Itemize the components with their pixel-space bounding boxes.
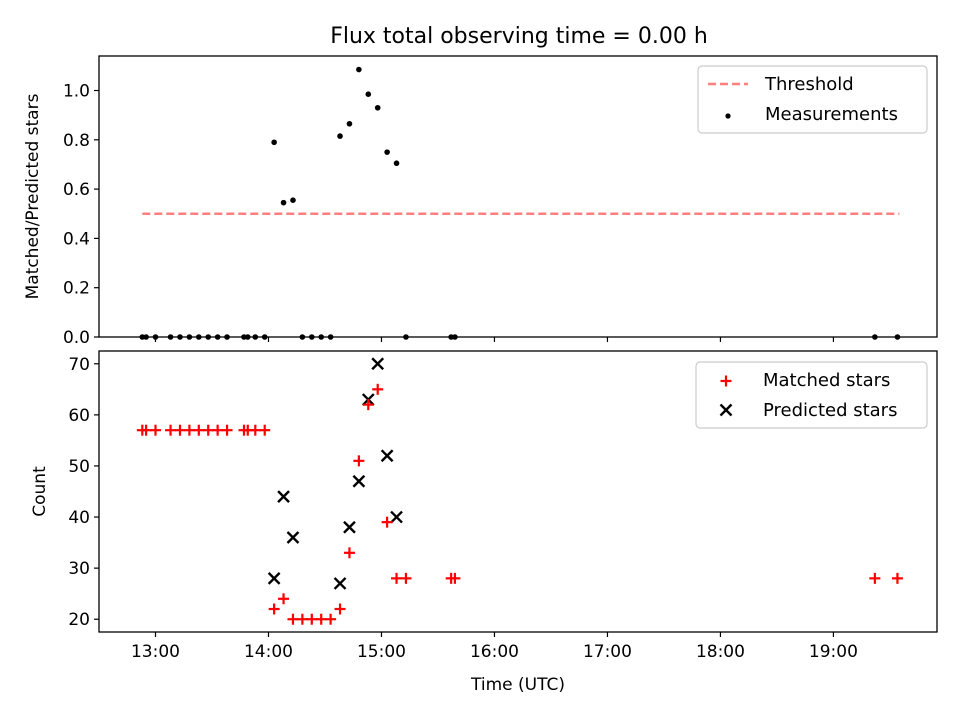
matched-point bbox=[381, 516, 393, 528]
top-y-tick-label: 0.0 bbox=[63, 328, 90, 348]
matched-point bbox=[334, 603, 346, 615]
matched-point bbox=[140, 424, 152, 436]
top-y-tick-label: 0.4 bbox=[63, 229, 90, 249]
top-y-ticks: 0.0 0.2 0.4 0.6 0.8 1.0 bbox=[63, 82, 99, 348]
matched-point bbox=[343, 547, 355, 559]
measurement-point bbox=[393, 160, 400, 167]
legend-measurements-label: Measurements bbox=[765, 104, 898, 125]
measurement-point bbox=[365, 91, 372, 98]
x-tick-label: 14:00 bbox=[244, 642, 293, 662]
bottom-y-tick-label: 20 bbox=[68, 610, 90, 630]
x-tick-label: 13:00 bbox=[131, 642, 180, 662]
matched-point bbox=[325, 613, 337, 625]
matched-point bbox=[278, 593, 290, 605]
matched-point bbox=[249, 424, 261, 436]
matched-point bbox=[212, 424, 224, 436]
matched-point bbox=[221, 424, 233, 436]
x-tick-label: 16:00 bbox=[470, 642, 519, 662]
predicted-point bbox=[286, 531, 300, 544]
measurement-point bbox=[337, 133, 343, 139]
bottom-y-tick-label: 40 bbox=[68, 508, 90, 528]
bottom-y-tick-label: 30 bbox=[68, 559, 90, 579]
predicted-point bbox=[380, 449, 394, 463]
bottom-plot-marks bbox=[136, 357, 903, 625]
matched-point bbox=[259, 424, 271, 436]
matched-point bbox=[268, 603, 280, 615]
legend-predicted-label: Predicted stars bbox=[763, 400, 897, 421]
x-tick-label: 17:00 bbox=[583, 642, 632, 662]
matched-point bbox=[372, 383, 384, 395]
measurement-point bbox=[356, 66, 362, 73]
legend-threshold-label: Threshold bbox=[764, 74, 854, 95]
matched-point bbox=[315, 613, 327, 625]
matched-point bbox=[391, 572, 403, 584]
matched-point bbox=[174, 424, 186, 436]
legend-plus-mark bbox=[720, 375, 732, 387]
matched-point bbox=[202, 424, 214, 436]
bottom-legend-box bbox=[695, 361, 928, 429]
matched-point bbox=[165, 424, 177, 436]
x-tick-label: 18:00 bbox=[696, 642, 745, 662]
top-legend: Threshold Measurements bbox=[697, 65, 928, 134]
predicted-point bbox=[390, 510, 403, 524]
bottom-y-tick-label: 70 bbox=[68, 355, 90, 375]
top-y-axis-label: Matched/Predicted stars bbox=[23, 93, 43, 299]
bottom-y-axis-label: Count bbox=[30, 466, 50, 517]
matched-point bbox=[306, 613, 318, 625]
bottom-x-ticks: 13:00 14:00 15:00 16:00 17:00 18:00 19:00 bbox=[131, 632, 858, 662]
matched-point bbox=[193, 424, 205, 436]
top-y-tick-label: 0.2 bbox=[63, 279, 90, 299]
matched-point bbox=[296, 613, 308, 625]
matched-point bbox=[449, 572, 461, 584]
matched-point bbox=[183, 424, 195, 436]
bottom-y-tick-label: 60 bbox=[68, 406, 90, 426]
measurement-point bbox=[346, 120, 353, 127]
x-tick-label: 19:00 bbox=[809, 642, 858, 662]
bottom-y-ticks: 20 30 40 50 60 70 bbox=[68, 355, 99, 630]
predicted-point bbox=[371, 357, 385, 371]
predicted-point bbox=[343, 520, 356, 534]
top-y-tick-label: 0.6 bbox=[63, 180, 90, 200]
bottom-y-tick-label: 50 bbox=[68, 457, 90, 477]
measurement-point bbox=[384, 149, 390, 155]
top-legend-box bbox=[697, 65, 928, 134]
top-y-tick-label: 1.0 bbox=[63, 82, 90, 102]
top-panel: 0.0 0.2 0.4 0.6 0.8 1.0 Matched/Predicted sta… bbox=[23, 55, 938, 348]
chart-title: Flux total observing time = 0.00 h bbox=[330, 24, 708, 49]
matched-point bbox=[891, 572, 903, 584]
legend-cross-mark bbox=[719, 403, 733, 417]
x-axis-label: Time (UTC) bbox=[470, 675, 565, 695]
matched-point bbox=[869, 572, 881, 584]
top-y-tick-label: 0.8 bbox=[63, 131, 90, 151]
predicted-point bbox=[352, 474, 366, 488]
matched-point bbox=[400, 572, 412, 584]
measurement-point bbox=[374, 104, 381, 111]
predicted-point bbox=[333, 577, 347, 590]
matched-point bbox=[362, 399, 374, 411]
top-axes-frame bbox=[98, 55, 938, 338]
matched-point bbox=[287, 613, 299, 625]
measurement-point bbox=[280, 199, 287, 206]
legend-predicted-swatch bbox=[719, 403, 733, 417]
legend-matched-swatch bbox=[720, 375, 732, 387]
measurement-point bbox=[271, 139, 277, 146]
bottom-legend: Matched stars Predicted stars bbox=[695, 361, 928, 429]
predicted-point bbox=[277, 490, 290, 503]
measurement-point bbox=[290, 197, 296, 203]
x-tick-label: 15:00 bbox=[357, 642, 406, 662]
bottom-panel: 20 30 40 50 60 70 13:00 14:00 15:00 16:00 17:00 18… bbox=[30, 350, 938, 695]
legend-matched-label: Matched stars bbox=[763, 370, 890, 391]
matched-point bbox=[149, 424, 161, 436]
matched-point bbox=[353, 455, 365, 467]
bottom-axes-frame bbox=[98, 350, 938, 633]
legend-measurements-swatch bbox=[725, 113, 731, 119]
predicted-point bbox=[267, 572, 281, 585]
top-plot-marks bbox=[139, 66, 901, 340]
